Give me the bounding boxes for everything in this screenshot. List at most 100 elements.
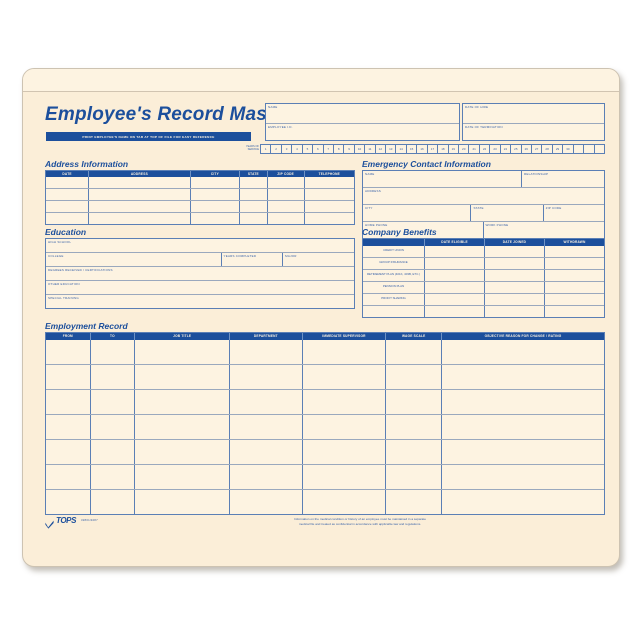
table-cell[interactable] [545,270,604,281]
table-cell[interactable] [425,294,485,305]
year-cell[interactable]: 9 [344,145,355,153]
year-cell[interactable]: 10 [355,145,366,153]
table-row[interactable] [46,489,604,514]
table-cell[interactable] [268,177,305,188]
table-cell[interactable] [46,365,91,389]
benefits-table-body[interactable]: CREDIT UNION GROUP INSURANCE RETIREMENT PL… [363,246,604,317]
table-row[interactable]: PROFIT SHARING [363,293,604,305]
form-row[interactable]: COLLEGE YEARS COMPLETED MAJOR [46,252,354,266]
table-cell[interactable] [303,415,387,439]
field-date-of-hire[interactable]: DATE OF HIRE [463,104,604,123]
table-row[interactable] [46,340,604,364]
table-cell[interactable] [240,177,268,188]
education-box[interactable]: HIGH SCHOOL COLLEGE YEARS COMPLETED MAJOR DE… [45,238,355,309]
form-field[interactable]: CITY [363,205,472,221]
form-field[interactable]: COLLEGE [46,253,222,266]
table-cell[interactable] [425,258,485,269]
table-cell[interactable] [91,490,136,514]
field-date-of-termination[interactable]: DATE OF TERMINATION [463,123,604,142]
table-cell[interactable] [425,306,485,317]
table-cell[interactable] [386,440,443,464]
table-cell[interactable] [46,340,91,364]
table-cell[interactable] [89,177,191,188]
table-cell[interactable] [135,340,231,364]
table-cell[interactable] [386,365,443,389]
table-cell[interactable] [386,390,443,414]
year-cell[interactable]: 15 [407,145,418,153]
table-cell[interactable] [230,490,303,514]
table-cell[interactable] [240,201,268,212]
form-field[interactable]: ADDRESS [363,188,604,204]
table-row[interactable] [46,212,354,224]
table-cell[interactable] [46,490,91,514]
year-cell[interactable]: 1 [261,145,272,153]
table-cell[interactable] [485,306,545,317]
table-row[interactable] [46,389,604,414]
table-cell[interactable] [303,365,387,389]
table-cell[interactable] [305,189,354,200]
table-cell[interactable] [89,189,191,200]
form-row[interactable]: HIGH SCHOOL [46,239,354,252]
employment-table-body[interactable] [46,340,604,514]
year-cell[interactable]: 11 [365,145,376,153]
table-cell[interactable] [303,465,387,489]
table-cell[interactable] [268,213,305,224]
field-name[interactable]: NAME [266,104,459,123]
table-cell[interactable] [135,465,231,489]
table-cell[interactable] [442,365,604,389]
year-cell[interactable]: 25 [511,145,522,153]
table-row[interactable] [46,200,354,212]
table-cell[interactable] [442,390,604,414]
field-employee-id[interactable]: EMPLOYEE I.D. [266,123,459,142]
table-cell[interactable] [135,365,231,389]
table-row[interactable]: PENSION PLAN [363,281,604,293]
form-field[interactable]: OTHER EDUCATION [46,281,354,294]
table-cell[interactable] [545,282,604,293]
form-field[interactable]: YEARS COMPLETED [222,253,284,266]
table-cell[interactable] [91,390,136,414]
form-row[interactable]: HOME PHONE WORK PHONE [363,221,604,238]
table-cell[interactable] [386,490,443,514]
table-cell[interactable] [442,340,604,364]
table-cell[interactable] [46,201,90,212]
year-cell[interactable]: 17 [428,145,439,153]
table-cell[interactable] [303,340,387,364]
table-row[interactable] [363,305,604,317]
table-cell[interactable] [230,340,303,364]
table-cell[interactable] [46,390,91,414]
table-row[interactable] [46,414,604,439]
table-cell[interactable] [442,490,604,514]
form-field[interactable]: HIGH SCHOOL [46,239,354,252]
table-row[interactable] [46,439,604,464]
table-cell[interactable] [303,440,387,464]
year-cell[interactable]: 28 [542,145,553,153]
table-cell[interactable] [442,465,604,489]
table-cell[interactable] [545,306,604,317]
table-cell[interactable] [91,365,136,389]
year-cell[interactable]: 20 [459,145,470,153]
table-cell[interactable] [386,465,443,489]
form-row[interactable]: DEGREES RECEIVED / CERTIFICATIONS [46,266,354,280]
table-cell[interactable] [230,390,303,414]
table-cell[interactable] [425,246,485,257]
table-cell[interactable] [442,415,604,439]
table-cell[interactable] [191,201,240,212]
table-cell[interactable] [89,213,191,224]
table-cell[interactable] [485,294,545,305]
table-cell[interactable] [268,189,305,200]
form-field[interactable]: ZIP CODE [544,205,604,221]
form-field[interactable]: WORK PHONE [484,222,605,238]
table-cell[interactable] [230,440,303,464]
table-row[interactable] [46,188,354,200]
form-row[interactable]: CITY STATE ZIP CODE [363,204,604,221]
table-cell[interactable] [135,440,231,464]
year-cell[interactable]: 16 [417,145,428,153]
year-cell[interactable]: 30 [563,145,574,153]
table-cell[interactable] [135,390,231,414]
form-row[interactable]: ADDRESS [363,187,604,204]
year-cell[interactable]: 14 [396,145,407,153]
emergency-contact-box[interactable]: NAME RELATIONSHIP ADDRESS CITY STATE ZIP CODE… [362,170,605,239]
form-row[interactable]: NAME RELATIONSHIP [363,171,604,187]
table-cell[interactable] [91,440,136,464]
year-cell[interactable] [584,145,595,153]
